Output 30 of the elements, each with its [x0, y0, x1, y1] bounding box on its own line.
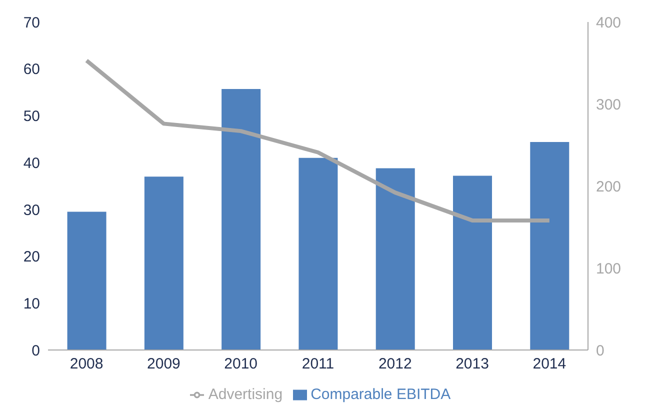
x-tick-label: 2014 [532, 356, 566, 373]
y2-tick-label: 200 [596, 178, 622, 196]
line-series [84, 58, 552, 222]
x-tick-label: 2008 [70, 356, 104, 373]
y2-tick-label: 100 [596, 260, 622, 278]
y-tick-label: 0 [32, 342, 40, 360]
y2-tick-label: 0 [596, 342, 604, 360]
bar [453, 176, 492, 350]
bar [530, 142, 570, 350]
y-tick-label: 30 [23, 202, 40, 219]
x-tick-label: 2010 [224, 356, 258, 373]
bar [222, 89, 261, 350]
y-tick-label: 60 [23, 61, 40, 78]
bar [67, 212, 106, 350]
x-tick-label: 2013 [456, 356, 489, 373]
bar [376, 168, 415, 350]
y2-tick-label: 400 [596, 14, 622, 32]
x-tick-label: 2012 [378, 356, 412, 373]
legend-label: Comparable EBITDA [310, 386, 451, 403]
y-tick-label: 70 [23, 14, 40, 32]
y-tick-label: 20 [23, 248, 40, 266]
y-tick-label: 10 [23, 295, 40, 312]
x-tick-label: 2011 [302, 356, 334, 373]
y-tick-label: 40 [23, 154, 40, 172]
legend-label: Advertising [208, 386, 283, 403]
y2-tick-label: 300 [596, 96, 622, 114]
y-tick-label: 50 [23, 108, 40, 126]
bar [298, 158, 338, 350]
x-tick-label: 2009 [147, 356, 180, 373]
bar [144, 176, 184, 350]
